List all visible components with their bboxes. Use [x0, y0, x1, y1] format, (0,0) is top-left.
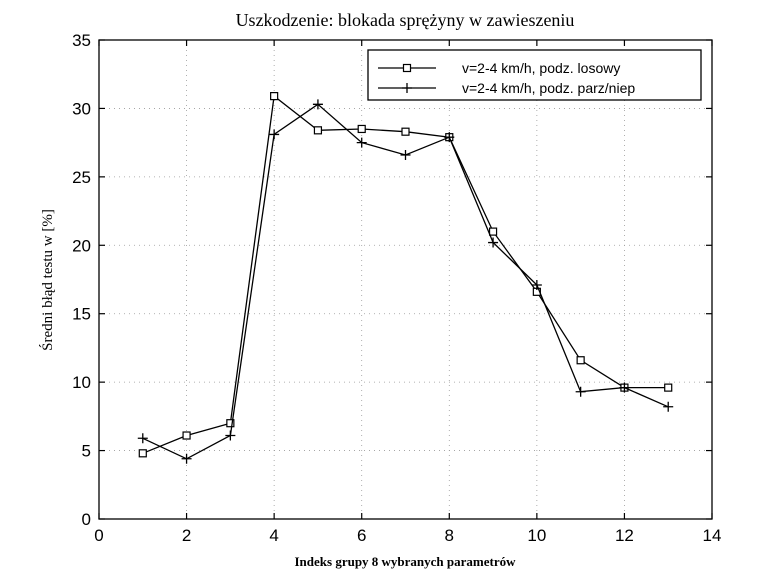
- legend-label: v=2-4 km/h, podz. parz/niep: [462, 80, 635, 96]
- y-tick-label: 25: [72, 168, 91, 187]
- y-tick-label: 30: [72, 99, 91, 118]
- plus-marker: [400, 149, 411, 160]
- square-marker: [402, 63, 412, 73]
- series-line: [142, 94, 669, 454]
- series-1: [138, 92, 673, 458]
- x-axis-label: Indeks grupy 8 wybranych parametrów: [294, 554, 516, 569]
- plus-marker: [225, 430, 236, 441]
- plus-marker: [312, 99, 323, 110]
- plus-marker: [444, 132, 455, 143]
- square-marker: [313, 126, 323, 135]
- x-tick-label: 12: [615, 526, 634, 545]
- y-tick-label: 15: [72, 305, 91, 324]
- axis-ticks: 0 2 4 6 8 10 12 14 0 5 10 15 20 25 30 35: [72, 31, 721, 545]
- grid: [99, 40, 712, 519]
- legend-box: [367, 49, 702, 101]
- square-marker: [576, 356, 585, 365]
- plus-marker: [531, 279, 542, 290]
- plus-marker: [488, 237, 499, 248]
- plus-marker: [663, 401, 674, 412]
- legend: v=2-4 km/h, podz. losowy v=2-4 km/h, podz…: [367, 49, 702, 101]
- x-tick-label: 2: [182, 526, 191, 545]
- x-tick-label: 0: [94, 526, 103, 545]
- square-marker: [401, 127, 410, 136]
- y-tick-label: 5: [82, 442, 91, 461]
- x-tick-label: 6: [357, 526, 366, 545]
- plus-marker: [269, 129, 280, 140]
- series-2: [137, 99, 674, 464]
- plus-marker: [575, 386, 586, 397]
- y-tick-label: 35: [72, 31, 91, 50]
- square-marker: [357, 124, 366, 134]
- square-marker: [488, 227, 498, 236]
- plus-marker: [619, 382, 630, 393]
- square-marker: [182, 431, 191, 440]
- y-tick-label: 10: [72, 373, 91, 392]
- y-axis-label: Średni błąd testu w [%]: [39, 209, 56, 351]
- legend-label: v=2-4 km/h, podz. losowy: [462, 60, 620, 76]
- y-tick-label: 0: [82, 510, 91, 529]
- series: [137, 92, 674, 464]
- legend-entry: v=2-4 km/h, podz. parz/niep: [378, 80, 635, 96]
- x-tick-label: 4: [269, 526, 278, 545]
- x-tick-label: 8: [445, 526, 454, 545]
- plus-marker: [402, 83, 412, 93]
- y-tick-label: 20: [72, 236, 91, 255]
- plus-marker: [137, 433, 148, 444]
- square-marker: [138, 449, 147, 458]
- x-tick-label: 10: [527, 526, 546, 545]
- square-marker: [664, 383, 673, 392]
- square-marker: [270, 92, 279, 101]
- x-tick-label: 14: [703, 526, 722, 545]
- plot-frame: [98, 39, 713, 520]
- plus-marker: [356, 137, 367, 148]
- square-marker: [226, 419, 235, 428]
- chart-title: Uszkodzenie: blokada sprężyny w zawiesze…: [236, 10, 575, 30]
- legend-entry: v=2-4 km/h, podz. losowy: [378, 60, 620, 76]
- plus-marker: [181, 453, 192, 464]
